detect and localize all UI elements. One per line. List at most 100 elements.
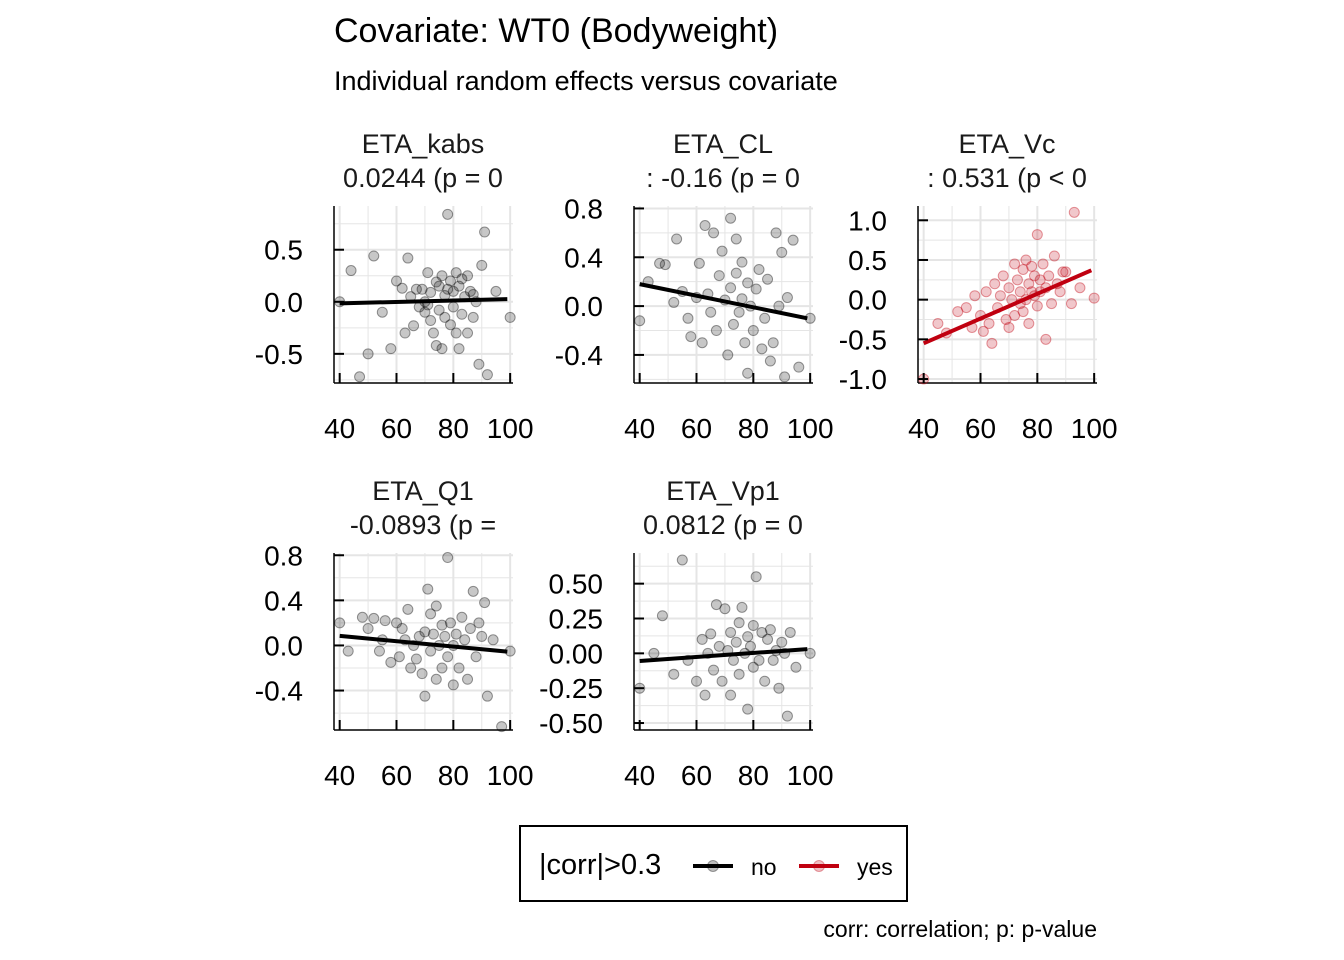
data-point <box>932 317 944 329</box>
data-point <box>462 673 474 685</box>
y-tick-label: 0.00 <box>549 638 604 669</box>
data-point <box>793 361 805 373</box>
data-point <box>960 302 972 314</box>
data-point <box>442 208 454 220</box>
data-point <box>479 597 491 609</box>
y-tick-label: -0.4 <box>555 340 603 371</box>
data-point <box>986 337 998 349</box>
data-point <box>467 311 479 323</box>
figure-title: Covariate: WT0 (Bodyweight) <box>334 12 779 50</box>
legend-title: |corr|>0.3 <box>539 849 662 881</box>
data-point <box>733 306 745 318</box>
data-point <box>1003 282 1015 294</box>
data-point <box>753 263 765 275</box>
panel-header-eta-cl: ETA_CL : -0.16 (p = 0 <box>633 127 813 195</box>
data-point <box>659 259 671 271</box>
panel-eta-kabs: 40 60 80 100 -0.5 0.0 0.5 <box>255 206 534 444</box>
data-point <box>671 233 683 245</box>
data-point <box>685 331 697 343</box>
data-point <box>436 270 448 282</box>
legend-label-yes: yes <box>857 854 893 880</box>
data-point <box>1060 266 1072 278</box>
data-point <box>405 662 417 674</box>
panel-title: ETA_CL <box>672 129 774 159</box>
data-point <box>427 327 439 339</box>
x-tick-label: 80 <box>438 413 469 444</box>
data-point <box>764 624 776 636</box>
data-point <box>756 343 768 355</box>
data-point <box>459 634 471 646</box>
data-point <box>481 690 493 702</box>
data-point <box>750 571 762 583</box>
x-tick-label: 80 <box>738 760 769 791</box>
data-point <box>416 283 428 295</box>
y-tick-label: 0.0 <box>264 630 303 661</box>
data-point <box>1020 254 1032 266</box>
data-point <box>770 227 782 239</box>
data-point <box>444 617 456 629</box>
data-point <box>747 325 759 337</box>
data-point <box>1003 321 1015 333</box>
panel-header-eta-kabs: ETA_kabs 0.0244 (p = 0 <box>333 127 513 195</box>
data-point <box>776 636 788 648</box>
data-point <box>776 246 788 258</box>
x-tick-label: 60 <box>681 413 712 444</box>
data-point <box>708 664 720 676</box>
data-point <box>1017 306 1029 318</box>
data-point <box>696 337 708 349</box>
y-tick-label: -0.5 <box>839 324 887 355</box>
x-tick-label: 60 <box>381 760 412 791</box>
data-point <box>634 315 646 327</box>
data-point <box>467 585 479 597</box>
data-point <box>1068 206 1080 218</box>
data-point <box>753 654 765 666</box>
data-point <box>742 703 754 715</box>
data-point <box>436 662 448 674</box>
data-point <box>476 259 488 271</box>
data-point <box>1028 270 1040 282</box>
data-point <box>773 682 785 694</box>
data-point <box>750 283 762 295</box>
data-point <box>462 270 474 282</box>
data-point <box>391 617 403 629</box>
data-point <box>656 610 668 622</box>
panel-title: ETA_Q1 <box>372 476 474 506</box>
data-point <box>433 304 445 316</box>
data-point <box>1034 274 1046 286</box>
data-point <box>436 343 448 355</box>
data-point <box>773 300 785 312</box>
data-point <box>422 267 434 279</box>
data-point <box>1065 298 1077 310</box>
data-point <box>725 282 737 294</box>
y-tick-label: 1.0 <box>848 205 887 236</box>
data-point <box>419 626 431 638</box>
data-point <box>425 608 437 620</box>
data-point <box>402 603 414 615</box>
data-point <box>1009 310 1021 322</box>
data-point <box>1074 282 1086 294</box>
data-point <box>804 647 816 659</box>
data-point <box>385 343 397 355</box>
x-tick-label: 60 <box>681 760 712 791</box>
x-tick-label: 60 <box>381 413 412 444</box>
data-point <box>425 286 437 298</box>
data-point <box>422 583 434 595</box>
data-point <box>756 626 768 638</box>
data-point <box>676 554 688 566</box>
data-point <box>733 617 745 629</box>
x-tick-label: 100 <box>487 413 534 444</box>
data-point <box>1057 266 1069 278</box>
data-point <box>490 285 502 297</box>
x-tick-label: 100 <box>787 413 834 444</box>
data-point <box>379 615 391 627</box>
data-point <box>983 317 995 329</box>
data-point <box>790 661 802 673</box>
data-point <box>742 367 754 379</box>
data-point <box>504 311 516 323</box>
data-point <box>668 296 680 308</box>
data-point <box>462 327 474 339</box>
data-point <box>767 654 779 666</box>
y-tick-label: -0.4 <box>255 676 303 707</box>
x-tick-label: 40 <box>908 413 939 444</box>
data-point <box>730 636 742 648</box>
